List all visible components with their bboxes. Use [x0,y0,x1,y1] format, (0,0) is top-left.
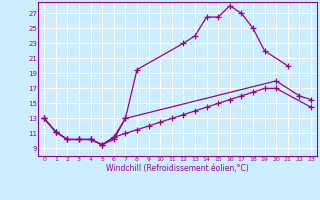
X-axis label: Windchill (Refroidissement éolien,°C): Windchill (Refroidissement éolien,°C) [106,164,249,173]
